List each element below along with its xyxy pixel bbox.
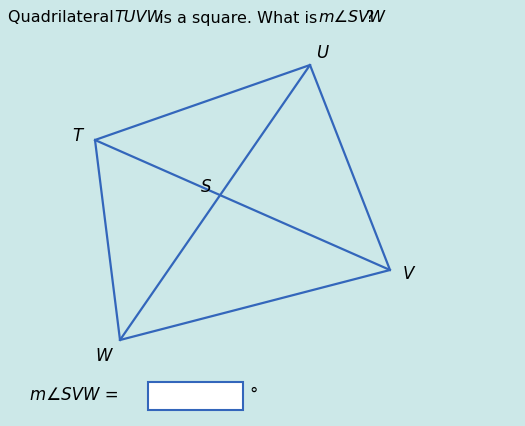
- Text: V: V: [402, 265, 414, 283]
- Text: °: °: [249, 386, 257, 404]
- Text: m∠SVW: m∠SVW: [318, 11, 385, 26]
- Text: TUVW: TUVW: [114, 11, 162, 26]
- Text: T: T: [72, 127, 82, 145]
- Text: m∠SVW =: m∠SVW =: [30, 386, 124, 404]
- Text: W: W: [96, 347, 112, 365]
- Text: Quadrilateral: Quadrilateral: [8, 11, 119, 26]
- Text: U: U: [316, 44, 328, 62]
- FancyBboxPatch shape: [148, 382, 243, 410]
- Text: ?: ?: [366, 11, 374, 26]
- Text: is a square. What is: is a square. What is: [154, 11, 322, 26]
- Text: S: S: [201, 178, 212, 196]
